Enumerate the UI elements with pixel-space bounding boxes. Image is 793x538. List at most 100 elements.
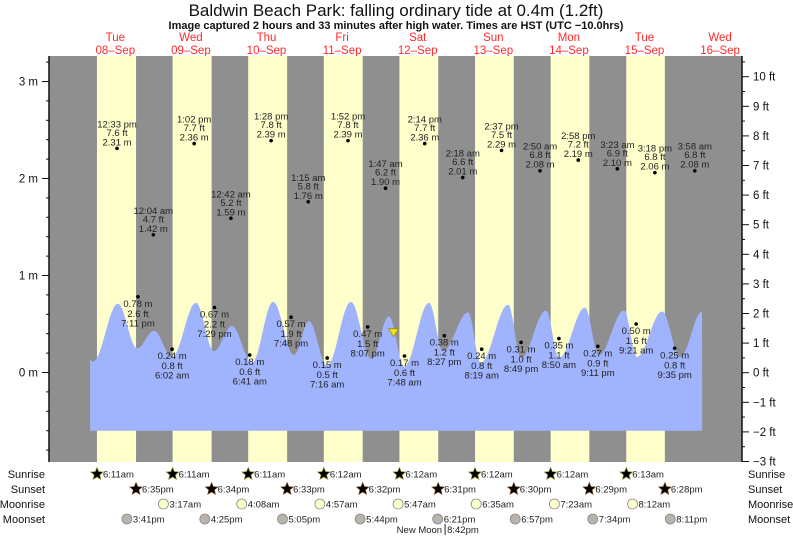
sunrise-time: 6:12am	[330, 470, 362, 481]
tide-time: 1:02 pm	[177, 115, 211, 126]
moonset-time: 8:11pm	[676, 515, 707, 526]
tide-height-m: 2.39 m	[333, 130, 362, 141]
high-tide-point	[576, 158, 581, 162]
tide-height-m: 0.78 m	[123, 299, 152, 310]
sun-icon	[467, 466, 483, 481]
tide-height-ft: 6.2 ft	[375, 168, 396, 179]
right-tick-label: 7 ft	[753, 161, 770, 173]
tide-time: 1:28 pm	[254, 112, 288, 123]
right-tick-label: 2 ft	[753, 309, 770, 321]
tide-time: 1:52 pm	[331, 112, 365, 123]
tide-height-m: 2.10 m	[603, 158, 632, 169]
tide-height-ft: 0.6 ft	[239, 367, 260, 378]
moonset-icon	[199, 513, 211, 525]
tide-height-ft: 7.7 ft	[414, 123, 435, 134]
sunset-time: 6:29pm	[595, 485, 627, 496]
day-labels: Tue08–SepWed09–SepThu10–SepFri11–SepSat1…	[95, 32, 739, 57]
moonset-icon	[277, 513, 288, 525]
low-tide-point	[170, 347, 174, 352]
moonset-icon	[354, 513, 366, 525]
day-date: 09–Sep	[171, 45, 211, 57]
moonset-time: 6:57pm	[521, 515, 553, 526]
tide-time: 1:15 am	[291, 173, 325, 184]
high-tide-point	[422, 141, 427, 146]
high-tide-point	[346, 138, 350, 143]
tide-time: 2:14 pm	[408, 115, 442, 126]
water-level	[90, 301, 703, 431]
current-tide-marker	[387, 328, 400, 338]
chart-title: Baldwin Beach Park: falling ordinary tid…	[189, 1, 604, 20]
sunrise-time: 6:11am	[179, 470, 210, 481]
sun-icon	[241, 466, 256, 481]
extreme-labels: 12:33 pm7.6 ft2.31 m 0.78 m2.6 ft7:11 pm 1…	[97, 112, 712, 391]
tide-time: 12:04 am	[133, 206, 173, 217]
left-tick-label: 1 m	[19, 271, 38, 283]
tide-time: 8:49 pm	[504, 364, 538, 375]
tide-time: 2:58 pm	[561, 131, 595, 142]
moonset-time: 6:21pm	[444, 515, 476, 526]
sunrise-time: 6:12am	[481, 470, 513, 481]
tide-time: 7:48 am	[387, 378, 421, 389]
tide-time: 7:16 am	[310, 379, 344, 390]
right-tick-label: 9 ft	[753, 101, 770, 113]
day-date: 15–Sep	[625, 45, 665, 57]
day-name: Thu	[257, 32, 277, 44]
sunset-time: 6:35pm	[142, 485, 174, 496]
tide-height-ft: 7.7 ft	[184, 123, 205, 134]
right-tick-label: 5 ft	[753, 220, 770, 232]
tide-height-ft: 7.8 ft	[337, 120, 358, 131]
high-tide-point	[151, 232, 156, 237]
sunset-time: 6:33pm	[293, 485, 325, 496]
tide-height-m: 0.15 m	[313, 360, 342, 371]
sunrise-time: 6:13am	[632, 470, 664, 481]
day-date: 11–Sep	[323, 45, 362, 57]
tide-height-m: 0.31 m	[507, 344, 536, 355]
tide-height-ft: 6.6 ft	[452, 157, 473, 168]
tide-height-ft: 0.8 ft	[471, 361, 492, 372]
moonset-time: 7:34pm	[599, 515, 631, 526]
tide-height-m: 0.18 m	[235, 357, 264, 368]
moonrise-time: 3:17am	[169, 500, 201, 511]
sunset-star-icon	[355, 481, 370, 496]
tide-time: 3:23 am	[600, 140, 634, 151]
moonrise-row-label-right: Moonrise	[748, 499, 793, 511]
tide-height-m: 2.19 m	[564, 149, 593, 160]
high-tide-point	[229, 216, 233, 221]
low-tide-point	[365, 325, 370, 329]
day-date: 10–Sep	[247, 45, 287, 57]
tide-height-ft: 7.2 ft	[568, 140, 589, 151]
tide-height-m: 1.76 m	[294, 191, 323, 202]
moonrise-time: 4:57am	[326, 500, 358, 511]
high-tide-point	[692, 168, 697, 173]
tide-height-m: 0.57 m	[277, 319, 306, 330]
low-tide-point	[634, 322, 638, 326]
moonset-row-label-right: Moonset	[748, 514, 790, 526]
sun-icon	[89, 466, 105, 481]
low-tide-point	[212, 305, 217, 310]
sunset-star-icon	[506, 481, 521, 496]
tide-height-ft: 4.7 ft	[143, 214, 164, 225]
low-tide-point	[479, 347, 484, 352]
high-tide-point	[538, 168, 542, 173]
moon-icon	[158, 498, 169, 510]
right-tick-label: 10 ft	[753, 72, 776, 84]
moonset-row-label: Moonset	[3, 514, 45, 526]
sunrise-row-label-right: Sunrise	[748, 469, 785, 481]
sunset-star-icon	[204, 481, 219, 496]
tide-height-m: 2.36 m	[410, 133, 439, 144]
tide-height-m: 0.35 m	[544, 341, 573, 352]
high-tide-point	[115, 146, 119, 151]
tide-time: 9:21 am	[619, 346, 653, 357]
right-tick-label: −1 ft	[753, 397, 777, 409]
tide-height-m: 0.38 m	[430, 338, 459, 349]
sun-icon	[316, 466, 331, 481]
tide-time: 2:37 pm	[484, 121, 518, 132]
tide-height-ft: 5.8 ft	[298, 181, 319, 192]
low-tide-point	[557, 336, 561, 341]
high-tide-point	[192, 141, 196, 146]
tide-height-ft: 1.1 ft	[548, 351, 569, 362]
moonset-time: 5:05pm	[289, 515, 321, 526]
tide-height-m: 1.90 m	[371, 177, 400, 188]
sun-icon	[619, 466, 634, 481]
